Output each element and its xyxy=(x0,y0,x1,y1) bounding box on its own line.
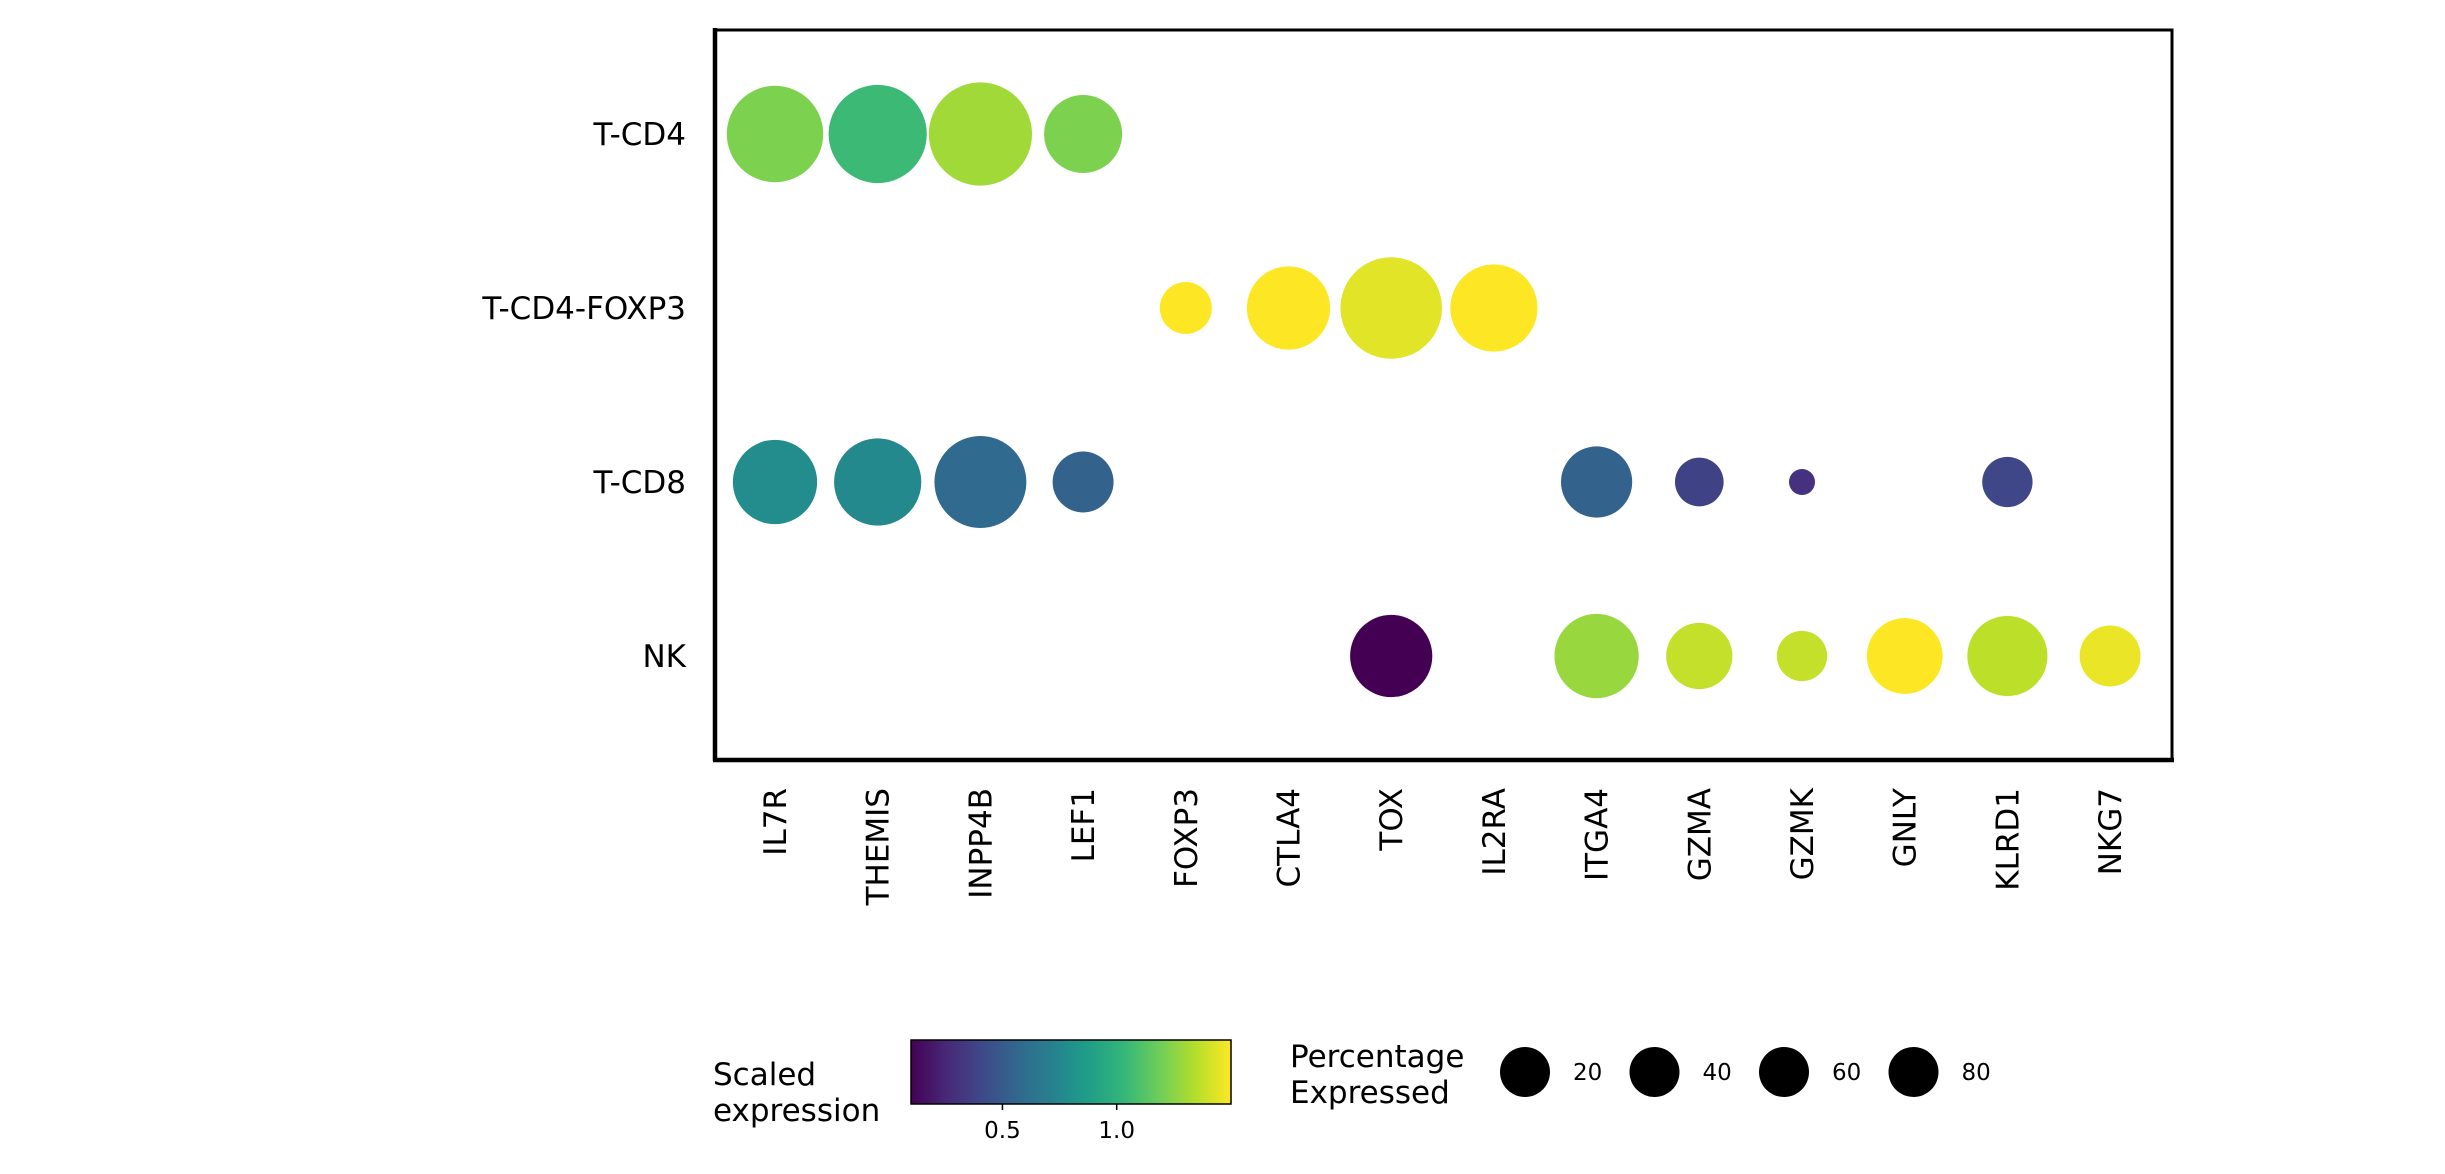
y-tick-label: T-CD4 xyxy=(592,117,686,153)
dot-point xyxy=(928,82,1032,186)
x-tick-label: IL2RA xyxy=(1477,788,1513,876)
dots-layer xyxy=(726,82,2141,699)
colorbar-tick-label: 0.5 xyxy=(984,1118,1021,1144)
x-tick-label: NKG7 xyxy=(2093,788,2129,875)
dot-point xyxy=(1982,456,2033,508)
dot-point xyxy=(1666,622,1733,690)
dot-point xyxy=(1450,264,1538,352)
dot-point xyxy=(1776,630,1828,682)
dot-point xyxy=(1159,282,1212,334)
color-legend: Scaled expression 0.5 1.0 xyxy=(713,1039,1232,1144)
x-tick-label: TOX xyxy=(1374,788,1410,852)
size-legend-dot xyxy=(1629,1047,1680,1097)
size-legend-items: 20 40 60 80 xyxy=(1500,1047,1991,1097)
size-legend-dot xyxy=(1888,1047,1939,1097)
dot-point xyxy=(1350,614,1433,698)
dot-point xyxy=(1246,266,1331,350)
size-legend-label: 20 xyxy=(1573,1060,1602,1086)
size-legend: Percentage Expressed 20 40 60 80 xyxy=(1290,1039,1991,1111)
dot-point xyxy=(732,439,818,525)
dot-point xyxy=(834,438,922,526)
x-tick-label: KLRD1 xyxy=(1990,788,2026,891)
x-tick-label: FOXP3 xyxy=(1169,788,1205,888)
x-tick-label: GZMK xyxy=(1785,787,1821,880)
x-tick-label: LEF1 xyxy=(1066,788,1102,862)
dot-point xyxy=(1789,469,1815,495)
x-tick-labels: IL7R THEMIS INPP4B LEF1 FOXP3 CTLA4 TOX IL2RA IT… xyxy=(758,787,2129,906)
dot-point xyxy=(1052,451,1114,513)
y-tick-label: T-CD8 xyxy=(592,465,686,501)
dot-point xyxy=(828,84,927,184)
dot-point xyxy=(1967,615,2048,697)
color-legend-title: Scaled expression xyxy=(713,1057,880,1129)
size-legend-label: 60 xyxy=(1832,1060,1861,1086)
y-tick-label: T-CD4-FOXP3 xyxy=(481,291,686,327)
size-legend-dot xyxy=(1759,1047,1809,1097)
y-tick-label: NK xyxy=(642,639,686,675)
dot-point xyxy=(1044,95,1123,173)
x-tick-label: ITGA4 xyxy=(1580,788,1616,881)
colorbar-tick-label: 1.0 xyxy=(1098,1118,1135,1144)
x-tick-label: INPP4B xyxy=(963,788,999,899)
x-tick-label: THEMIS xyxy=(861,788,897,906)
colorbar-ticks: 0.5 1.0 xyxy=(984,1104,1135,1144)
dot-point xyxy=(1674,457,1724,507)
size-legend-label: 40 xyxy=(1703,1060,1732,1086)
dot-point xyxy=(1340,257,1442,359)
size-legend-dot xyxy=(1500,1047,1550,1097)
dot-point xyxy=(2079,625,2141,687)
dot-point xyxy=(1554,613,1639,699)
size-legend-title: Percentage Expressed xyxy=(1290,1039,1474,1111)
y-tick-labels: T-CD4 T-CD4-FOXP3 T-CD8 NK xyxy=(481,117,686,675)
dot-point xyxy=(1866,618,1943,694)
colorbar xyxy=(910,1039,1232,1105)
dot-point xyxy=(726,85,824,183)
dot-point xyxy=(1560,446,1633,518)
size-legend-label: 80 xyxy=(1962,1060,1991,1086)
x-tick-label: GNLY xyxy=(1888,788,1924,867)
x-tick-label: IL7R xyxy=(758,788,794,856)
dot-point xyxy=(934,436,1027,528)
x-tick-label: CTLA4 xyxy=(1272,788,1308,888)
x-tick-label: GZMA xyxy=(1682,788,1718,881)
